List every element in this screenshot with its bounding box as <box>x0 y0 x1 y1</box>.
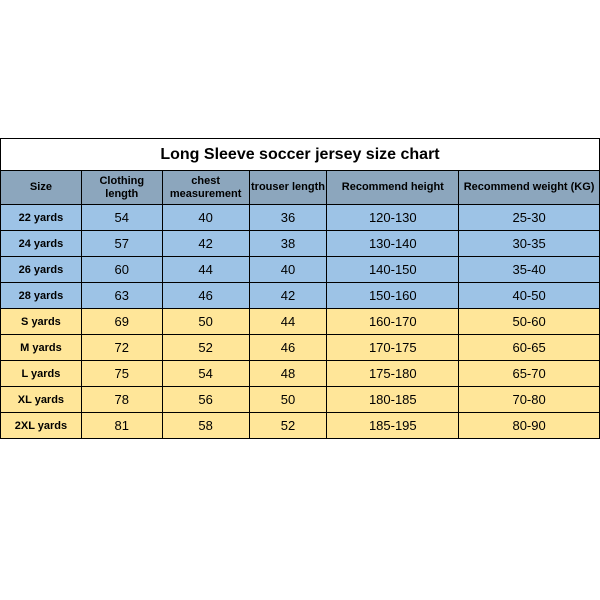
table-cell: 40-50 <box>459 283 600 309</box>
column-header: Recommend weight (KG) <box>459 171 600 205</box>
table-cell: 40 <box>162 205 249 231</box>
table-cell: 160-170 <box>327 309 459 335</box>
table-cell: 54 <box>162 361 249 387</box>
column-header: Size <box>1 171 82 205</box>
table-cell: 52 <box>249 413 327 439</box>
table-cell: 185-195 <box>327 413 459 439</box>
table-cell: 26 yards <box>1 257 82 283</box>
table-cell: 180-185 <box>327 387 459 413</box>
table-cell: 36 <box>249 205 327 231</box>
table-cell: 42 <box>249 283 327 309</box>
table-row: 2XL yards815852185-19580-90 <box>1 413 600 439</box>
table-cell: 56 <box>162 387 249 413</box>
table-cell: 80-90 <box>459 413 600 439</box>
table-cell: 50 <box>249 387 327 413</box>
table-cell: 63 <box>81 283 162 309</box>
table-cell: 24 yards <box>1 231 82 257</box>
table-cell: 60-65 <box>459 335 600 361</box>
table-cell: 58 <box>162 413 249 439</box>
table-cell: 44 <box>162 257 249 283</box>
table-cell: 81 <box>81 413 162 439</box>
table-cell: 70-80 <box>459 387 600 413</box>
size-chart-table: Long Sleeve soccer jersey size chartSize… <box>0 138 600 439</box>
table-cell: M yards <box>1 335 82 361</box>
table-cell: 72 <box>81 335 162 361</box>
table-cell: 2XL yards <box>1 413 82 439</box>
table-cell: 46 <box>162 283 249 309</box>
table-cell: 52 <box>162 335 249 361</box>
table-row: M yards725246170-17560-65 <box>1 335 600 361</box>
table-row: XL yards785650180-18570-80 <box>1 387 600 413</box>
page: Long Sleeve soccer jersey size chartSize… <box>0 0 600 600</box>
table-cell: 48 <box>249 361 327 387</box>
table-row: 26 yards604440140-15035-40 <box>1 257 600 283</box>
table-cell: 69 <box>81 309 162 335</box>
table-cell: 130-140 <box>327 231 459 257</box>
table-cell: 22 yards <box>1 205 82 231</box>
table-cell: 150-160 <box>327 283 459 309</box>
table-cell: S yards <box>1 309 82 335</box>
table-cell: 170-175 <box>327 335 459 361</box>
table-cell: 54 <box>81 205 162 231</box>
table-row: 22 yards544036120-13025-30 <box>1 205 600 231</box>
table-cell: XL yards <box>1 387 82 413</box>
table-cell: 50 <box>162 309 249 335</box>
table-cell: 175-180 <box>327 361 459 387</box>
table-cell: 46 <box>249 335 327 361</box>
table-row: L yards755448175-18065-70 <box>1 361 600 387</box>
table-row: S yards695044160-17050-60 <box>1 309 600 335</box>
table-cell: 28 yards <box>1 283 82 309</box>
table-cell: 78 <box>81 387 162 413</box>
column-header: Clothing length <box>81 171 162 205</box>
table-cell: 42 <box>162 231 249 257</box>
column-header: chest measurement <box>162 171 249 205</box>
table-cell: 30-35 <box>459 231 600 257</box>
column-header: Recommend height <box>327 171 459 205</box>
table-cell: 75 <box>81 361 162 387</box>
table-title: Long Sleeve soccer jersey size chart <box>1 139 600 171</box>
table-row: 28 yards634642150-16040-50 <box>1 283 600 309</box>
table-cell: 57 <box>81 231 162 257</box>
table-cell: 140-150 <box>327 257 459 283</box>
column-header: trouser length <box>249 171 327 205</box>
table-cell: 40 <box>249 257 327 283</box>
table-cell: 25-30 <box>459 205 600 231</box>
table-cell: 38 <box>249 231 327 257</box>
table-header-row: SizeClothing lengthchest measurementtrou… <box>1 171 600 205</box>
table-cell: 50-60 <box>459 309 600 335</box>
table-cell: 44 <box>249 309 327 335</box>
table-cell: 65-70 <box>459 361 600 387</box>
table-cell: 120-130 <box>327 205 459 231</box>
table-row: 24 yards574238130-14030-35 <box>1 231 600 257</box>
table-cell: L yards <box>1 361 82 387</box>
table-cell: 60 <box>81 257 162 283</box>
table-cell: 35-40 <box>459 257 600 283</box>
